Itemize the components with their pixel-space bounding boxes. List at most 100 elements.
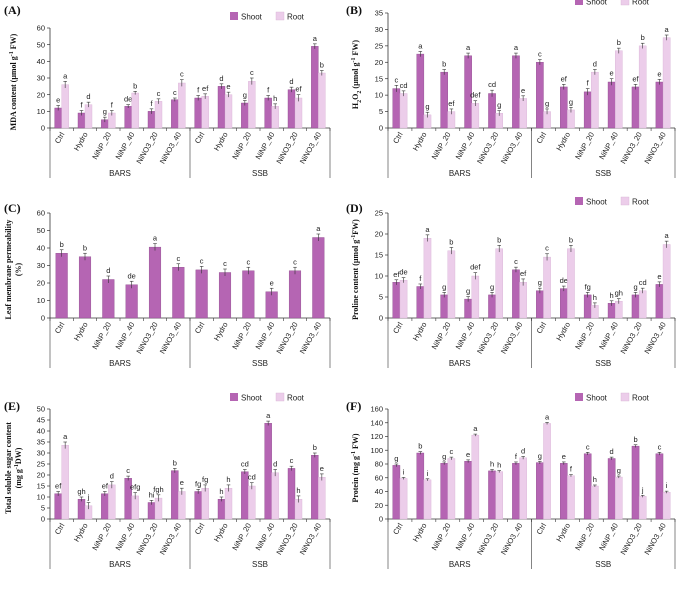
bar-shoot [631,294,640,319]
y-tick-label: 50 [37,226,45,235]
legend: Shoot Root [575,0,650,7]
y-axis-label-part: FW) [351,219,360,235]
bar-shoot [217,499,226,520]
significance-letter: g [497,101,501,110]
significance-letter: e [657,69,661,78]
significance-letter: f [419,274,422,283]
legend: Shoot Root [230,392,305,403]
y-axis-label-line-1: (mg g-1DW) [14,447,23,488]
y-axis-label-part: -1 [9,51,15,56]
bar-root [154,101,163,129]
bar-shoot [655,284,664,319]
significance-letter: c [223,259,227,268]
x-tick-label: NiNO3_20 [475,321,500,356]
significance-letter: g [394,454,398,463]
bar-shoot [440,71,448,129]
bar-shoot [536,290,544,319]
bar-shoot [512,269,520,319]
y-axis-label-part: FW) [351,433,360,451]
group-label: BARS [449,359,471,368]
y-axis-label-line-0: MDA content (μmol g-1 FW) [9,33,18,130]
bar-shoot [488,470,496,520]
x-tick-label: Hydro [554,522,572,544]
x-tick-label: NiNP_20 [430,131,453,161]
significance-letter: cd [400,81,408,90]
significance-letter: b [449,237,453,246]
bar-shoot [194,97,202,129]
significance-letter: c [545,244,549,253]
bar-shoot [655,453,664,520]
significance-letter: fgh [153,485,163,494]
bar-shoot [194,491,202,520]
y-tick-label: 40 [37,427,45,436]
significance-letter: c [157,89,161,98]
bar-root [423,237,432,319]
bar-shoot [655,81,664,129]
x-tick-label: Hydro [411,522,429,544]
y-tick-label: 20 [37,279,45,288]
legend-label-shoot: Shoot [586,394,608,403]
significance-letter: e [270,278,274,287]
bar-shoot [287,468,296,520]
bar-shoot [583,453,592,520]
bar-shoot [392,88,401,129]
bar-root [471,434,480,520]
bar-shoot [392,465,401,520]
significance-letter: g [103,107,107,116]
legend-label-shoot: Shoot [586,0,608,7]
y-tick-label: 20 [375,230,383,239]
significance-letter: g [617,466,621,475]
y-axis-label-part: FW) [9,33,18,51]
significance-letter: b [497,235,501,244]
bar-shoot [311,455,319,520]
x-tick-label: NiNO3_20 [475,131,500,166]
y-tick-label: 0 [41,515,45,524]
bar-root [248,485,256,520]
panel-label: (F) [346,399,361,413]
y-tick-label: 20 [37,90,45,99]
bar-shoot [55,253,68,319]
y-axis-label-part: (μmol g [351,63,360,91]
x-tick-label: NiNO3_20 [134,131,159,166]
group-label: BARS [109,169,131,178]
bar-root [567,475,575,520]
significance-letter: de [127,271,135,280]
panel-label: (E) [4,399,20,413]
y-tick-label: 50 [37,40,45,49]
significance-letter: c [394,75,398,84]
significance-letter: e [320,464,324,473]
x-tick-label: NiNP_40 [254,321,277,351]
x-tick-label: Ctrl [391,320,405,335]
x-tick-label: NiNO3_40 [642,522,667,557]
x-tick-label: NiNP_40 [454,131,477,161]
x-tick-label: NiNP_20 [90,321,113,351]
x-tick-label: NiNP_40 [454,321,477,351]
x-tick-label: NiNO3_40 [499,131,524,166]
significance-letter: c [200,256,204,265]
significance-letter: h [273,94,277,103]
y-tick-label: 5 [41,504,45,513]
x-tick-label: NiNP_20 [230,131,253,161]
bar-shoot [78,256,92,319]
bar-shoot [54,107,62,129]
significance-letter: ef [55,482,62,491]
bar-root [131,495,139,520]
x-tick-label: NiNO3_20 [274,131,299,166]
bar-root [519,282,527,319]
x-tick-label: NiNO3_20 [619,321,644,356]
bar-root [61,84,69,129]
significance-letter: h [610,291,614,300]
significance-letter: j [641,485,644,494]
group-label: SSB [252,359,268,368]
bar-root [201,488,209,520]
bar-shoot [102,279,115,319]
bar-shoot [392,282,401,319]
significance-letter: a [466,43,471,52]
bar-root [615,50,623,129]
significance-letter: c [293,257,297,266]
bar-root [471,275,480,319]
y-tick-label: 20 [37,471,45,480]
y-axis-label-line-0: Proline content (μmol g-1FW) [351,219,360,320]
legend-label-root: Root [287,13,305,22]
bar-root [61,445,69,520]
